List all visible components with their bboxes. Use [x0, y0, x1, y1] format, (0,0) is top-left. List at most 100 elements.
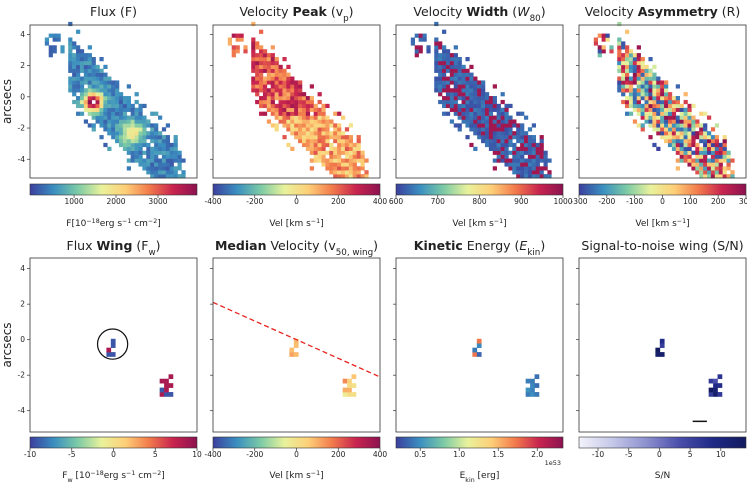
map-pixel: [107, 92, 112, 97]
map-pixel: [695, 119, 700, 124]
map-pixel: [484, 131, 490, 136]
text-part: ): [540, 238, 545, 253]
map-pixel: [111, 123, 116, 128]
map-pixel: [68, 41, 73, 46]
map-pixel: [488, 138, 494, 144]
map-pixel: [648, 103, 653, 109]
map-pixel: [134, 127, 139, 132]
map-pixel: [547, 174, 552, 179]
map-pixel: [442, 88, 447, 93]
map-pixel: [640, 115, 645, 120]
map-pixel: [274, 80, 279, 85]
map-pixel: [305, 96, 311, 101]
map-pixel: [305, 119, 311, 124]
map-pixel: [286, 96, 291, 101]
map-pixel: [91, 57, 96, 62]
map-pixel: [683, 138, 688, 144]
map-pixel: [473, 76, 478, 81]
map-pixel: [730, 170, 735, 175]
map-pixel: [337, 150, 342, 155]
map-pixel: [177, 154, 182, 159]
map-pixel: [679, 154, 684, 159]
map-pixel: [504, 154, 509, 159]
map-pixel: [76, 29, 81, 34]
map-pixel: [531, 170, 537, 175]
map-pixel: [679, 127, 684, 132]
map-pixel: [317, 127, 322, 132]
map-pixel: [146, 154, 151, 159]
map-pixel: [290, 119, 295, 124]
map-pixel: [644, 80, 649, 85]
text-part: −1: [126, 470, 135, 477]
colorbar-tick-label: 700: [431, 197, 446, 206]
map-pixel: [165, 174, 171, 179]
map-pixel: [164, 378, 169, 384]
map-pixel: [313, 127, 318, 132]
map-pixel: [305, 131, 311, 136]
map-pixel: [95, 107, 100, 112]
map-pixel: [543, 174, 548, 179]
map-pixel: [414, 53, 419, 58]
text-part: Flux (F): [90, 4, 137, 19]
map-pixel: [484, 103, 490, 109]
colorbar: [578, 436, 747, 449]
map-pixel: [625, 103, 630, 109]
map-pixel: [675, 123, 680, 128]
map-pixel: [344, 150, 350, 155]
map-pixel: [329, 119, 334, 124]
map-pixel: [150, 166, 155, 171]
map-pixel: [305, 115, 311, 120]
map-pixel: [301, 127, 307, 132]
map-pixel: [632, 60, 638, 66]
map-pixel: [68, 64, 73, 70]
map-pixel: [628, 103, 634, 109]
map-pixel: [111, 107, 116, 112]
map-pixel: [508, 119, 513, 124]
map-pixel: [648, 68, 653, 73]
colorbar: [212, 436, 381, 449]
map-pixel: [270, 107, 275, 112]
map-pixel: [492, 119, 497, 124]
map-pixel: [527, 138, 533, 144]
map-pixel: [72, 60, 77, 66]
pixel-map: [44, 21, 186, 179]
map-pixel: [648, 84, 653, 89]
map-pixel: [520, 135, 525, 140]
map-pixel: [111, 119, 116, 124]
map-pixel: [708, 387, 714, 393]
map-pixel: [636, 92, 641, 97]
map-pixel: [512, 162, 517, 167]
map-pixel: [504, 115, 509, 120]
map-pixel: [632, 107, 638, 112]
colorbar-offset: 1e53: [545, 459, 561, 467]
colorbar-tick-label: 5: [688, 450, 693, 459]
map-pixel: [126, 99, 131, 105]
map-pixel: [344, 138, 350, 144]
map-pixel: [500, 135, 505, 140]
map-pixel: [527, 146, 533, 151]
map-pixel: [231, 49, 236, 54]
map-pixel: [344, 166, 350, 171]
map-pixel: [687, 115, 692, 120]
map-pixel: [500, 142, 505, 148]
map-pixel: [648, 76, 653, 81]
map-pixel: [138, 127, 143, 132]
map-pixel: [290, 123, 295, 128]
map-pixel: [508, 142, 513, 148]
map-pixel: [675, 166, 680, 171]
map-pixel: [161, 174, 167, 179]
map-pixel: [173, 135, 178, 140]
map-pixel: [262, 99, 268, 105]
map-pixel: [142, 142, 147, 148]
map-pixel: [516, 166, 521, 171]
map-pixel: [76, 76, 81, 81]
map-pixel: [621, 57, 626, 62]
map-pixel: [718, 162, 723, 167]
map-pixel: [270, 111, 275, 116]
map-pixel: [266, 119, 272, 124]
map-pixel: [535, 150, 540, 155]
map-pixel: [442, 72, 447, 77]
map-pixel: [453, 45, 458, 50]
map-pixel: [710, 146, 716, 151]
map-pixel: [356, 170, 361, 175]
